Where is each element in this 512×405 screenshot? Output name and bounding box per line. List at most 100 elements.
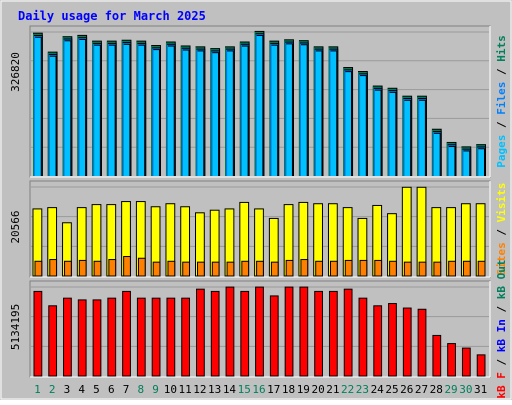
bar-pages-fill-day-6 [108,45,115,176]
x-tick-label-day-13: 13 [208,383,221,396]
x-tick-label-day-23: 23 [356,383,369,396]
legend-entry-kb_f: kB F [495,372,508,399]
x-tick-label-day-10: 10 [164,383,177,396]
bar-pages-fill-day-1 [35,37,41,176]
legend-entry-kb_in: kB In [495,319,508,352]
x-tick-label-day-20: 20 [311,383,324,396]
x-tick-label-day-3: 3 [64,383,71,396]
bar-kb-f-day-7 [122,290,131,377]
bar-kb-f-day-11 [181,297,191,377]
bar-kb-f-day-28 [432,334,442,377]
bar-kb-f-day-1 [33,290,43,377]
bar-pages-fill-day-8 [138,45,145,176]
bar-sites-day-17 [270,261,279,277]
bar-pages-fill-day-4 [79,39,86,176]
bar-sites-day-5 [93,260,102,277]
bar-pages-fill-day-15 [241,46,248,176]
legend-separator: / [495,299,508,319]
bar-kb-f-day-2 [48,305,58,377]
bar-pages-fill-day-13 [212,53,219,176]
bar-sites-day-8 [137,257,146,277]
x-axis-day-labels: 1 2 3 4 5 6 7 8 9 10 11 12 13 14 15 16 17 18 19 20 21 22 23 24 2… [34,383,487,396]
y-max-label: 5134195 [9,304,22,350]
x-tick-label-day-14: 14 [223,383,237,396]
legend-entry-kb_out: kB Out [495,259,508,299]
bar-sites-day-15 [241,260,250,277]
bar-kb-f-day-21 [328,290,338,377]
bar-kb-f-day-4 [77,299,87,377]
bar-sites-day-11 [182,261,191,277]
bar-kb-f-day-10 [166,297,176,377]
bar-pages-fill-day-2 [49,56,56,176]
panel-hits-files-pages: 326820 Pages / Files / Hits [9,25,508,178]
bar-sites-day-29 [448,260,456,277]
bar-kb-f-day-29 [447,343,456,377]
bar-sites-day-12 [197,261,205,277]
legend-entry-sites: Sites [495,242,508,275]
legend-separator: / [495,115,508,135]
bar-sites-day-9 [152,261,161,277]
bar-kb-f-day-31 [476,354,486,377]
bar-kb-f-day-23 [358,297,368,377]
bar-sites-day-7 [123,256,131,277]
x-tick-label-day-1: 1 [34,383,41,396]
y-max-label: 326820 [9,52,22,92]
bar-sites-day-14 [226,261,235,277]
panel-sites-visits: 20566 Sites / Visits [9,180,508,278]
bar-pages-fill-day-3 [64,41,71,177]
x-tick-label-day-2: 2 [49,383,56,396]
legend-separator: / [495,62,508,82]
bar-kb-f-day-14 [225,286,235,377]
x-tick-label-day-9: 9 [152,383,159,396]
bar-sites-day-24 [374,259,383,277]
x-tick-label-day-4: 4 [78,383,85,396]
x-tick-label-day-7: 7 [123,383,130,396]
bar-pages-fill-day-28 [433,133,440,176]
x-tick-label-day-19: 19 [297,383,310,396]
x-tick-label-day-22: 22 [341,383,354,396]
x-tick-label-day-6: 6 [108,383,115,396]
bar-pages-fill-day-12 [197,51,204,177]
bar-kb-f-day-9 [151,297,161,377]
bar-kb-f-day-12 [196,288,205,377]
bar-pages-fill-day-19 [300,45,307,177]
x-tick-label-day-28: 28 [430,383,443,396]
bar-pages-fill-day-18 [286,44,292,176]
x-tick-label-day-26: 26 [400,383,413,396]
x-tick-label-day-11: 11 [179,383,192,396]
x-tick-label-day-5: 5 [93,383,100,396]
bar-kb-f-day-22 [343,288,353,377]
bar-kb-f-day-13 [210,290,220,377]
bar-pages-fill-day-21 [330,51,337,177]
legend-separator: / [495,222,508,242]
bar-pages-fill-day-17 [271,45,278,176]
x-tick-label-day-18: 18 [282,383,295,396]
legend-entry-pages: Pages [495,135,508,168]
x-tick-label-day-21: 21 [326,383,339,396]
bar-kb-f-day-27 [417,308,427,377]
x-tick-label-day-27: 27 [415,383,428,396]
bar-sites-day-16 [256,260,264,277]
bar-pages-fill-day-10 [167,46,174,176]
bar-sites-day-31 [477,260,486,277]
bars-hits-files-pages [33,30,486,177]
x-tick-label-day-17: 17 [267,383,280,396]
x-tick-label-day-24: 24 [371,383,385,396]
bar-pages-fill-day-31 [478,149,484,176]
bar-pages-fill-day-16 [256,36,263,176]
bar-sites-day-18 [285,259,294,277]
bars-kbytes [33,286,486,377]
bar-sites-day-3 [64,260,72,277]
bar-sites-day-21 [329,260,338,277]
bar-pages-fill-day-29 [448,147,455,176]
legend-separator: / [495,352,508,372]
bar-pages-fill-day-14 [227,51,233,177]
bar-kb-f-day-5 [92,299,102,377]
bar-kb-f-day-25 [388,303,397,377]
bar-sites-day-27 [418,261,427,277]
bar-sites-day-2 [49,259,58,277]
bar-pages-fill-day-25 [389,92,396,176]
bar-sites-day-20 [315,260,323,277]
bar-kb-f-day-18 [284,286,294,377]
